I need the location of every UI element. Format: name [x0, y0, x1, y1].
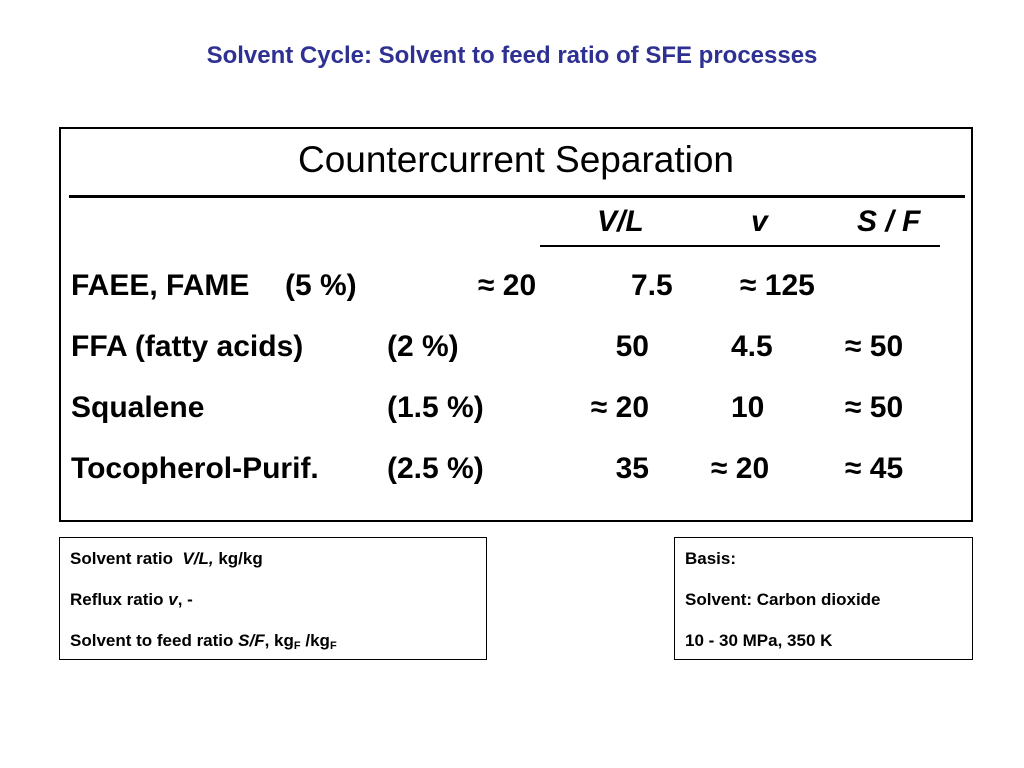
row-3-name: Squalene: [71, 391, 205, 424]
column-header-sf: S / F: [857, 205, 921, 238]
basis-label: Basis:: [685, 549, 737, 568]
row-3-sf: ≈ 50: [845, 391, 904, 424]
legend-solvent-ratio: Solvent ratio V/L, kg/kg: [70, 549, 263, 568]
row-4-sf: ≈ 45: [845, 452, 904, 485]
row-1-name: FAEE, FAME: [71, 269, 250, 302]
row-1-vl: ≈ 20: [478, 269, 537, 302]
row-1-content: (5 %): [285, 269, 357, 302]
basis-box: Basis: Solvent: Carbon dioxide 10 - 30 M…: [674, 537, 973, 660]
row-2-vl: 50: [615, 330, 649, 363]
row-3-vl: ≈ 20: [590, 391, 649, 424]
row-1-v: 7.5: [631, 269, 673, 302]
legend-reflux-ratio: Reflux ratio v, -: [70, 590, 193, 609]
row-4-content: (2.5 %): [387, 452, 484, 485]
legend-solvent-feed-ratio: Solvent to feed ratio S/F, kgF /kgF: [70, 631, 337, 652]
row-3-content: (1.5 %): [387, 391, 484, 424]
column-header-v: v: [751, 205, 768, 238]
row-4-name: Tocopherol-Purif.: [71, 452, 319, 485]
row-2-sf: ≈ 50: [845, 330, 904, 363]
row-2-v: 4.5: [731, 330, 773, 363]
column-header-divider: [540, 245, 940, 247]
row-2-name: FFA (fatty acids): [71, 330, 304, 363]
slide-title: Solvent Cycle: Solvent to feed ratio of …: [206, 42, 818, 69]
basis-conditions: 10 - 30 MPa, 350 K: [685, 631, 833, 650]
row-1-sf: ≈ 125: [740, 269, 815, 302]
basis-solvent: Solvent: Carbon dioxide: [685, 590, 881, 609]
row-2-content: (2 %): [387, 330, 459, 363]
heading-divider: [69, 195, 965, 198]
countercurrent-table: Countercurrent Separation V/L v S / F FA…: [59, 127, 973, 522]
row-3-v: 10: [731, 391, 765, 424]
legend-box: Solvent ratio V/L, kg/kg Reflux ratio v,…: [59, 537, 487, 660]
row-4-vl: 35: [615, 452, 649, 485]
column-header-vl: V/L: [597, 205, 644, 238]
table-heading: Countercurrent Separation: [297, 139, 735, 180]
row-4-v: ≈ 20: [711, 452, 770, 485]
